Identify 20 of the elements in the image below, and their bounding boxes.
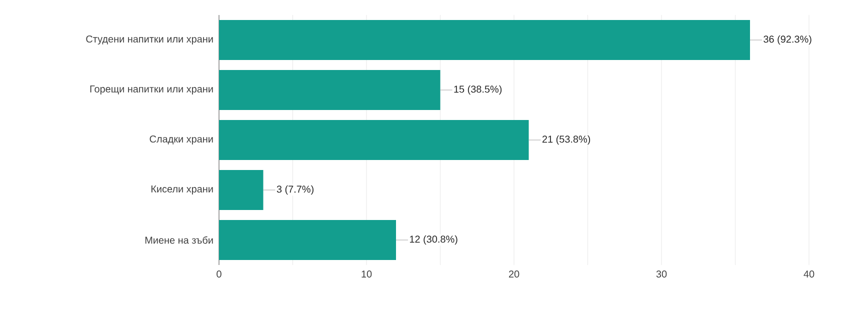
bar [219,220,396,260]
data-label: 36 (92.3%) [764,35,812,45]
bar [219,20,750,60]
x-tick-label: 0 [216,270,222,278]
data-label: 12 (30.8%) [410,235,458,245]
bar [219,120,529,160]
x-tick-label: 10 [362,270,372,278]
y-tick-label: Миене на зъби [145,236,213,244]
x-tick-label: 30 [656,270,667,278]
y-tick-label: Кисели храни [151,186,213,194]
y-tick-label: Студени напитки или храни [86,35,213,45]
y-tick-label: Горещи напитки или храни [90,86,213,94]
x-tick-label: 40 [804,270,814,278]
data-label: 15 (38.5%) [454,85,502,95]
y-tick-label: Сладки храни [150,135,213,145]
data-label: 3 (7.7%) [276,185,314,195]
bar [219,70,440,110]
data-label: 21 (53.8%) [542,135,590,145]
bar [219,170,264,210]
x-tick-label: 20 [508,270,520,278]
